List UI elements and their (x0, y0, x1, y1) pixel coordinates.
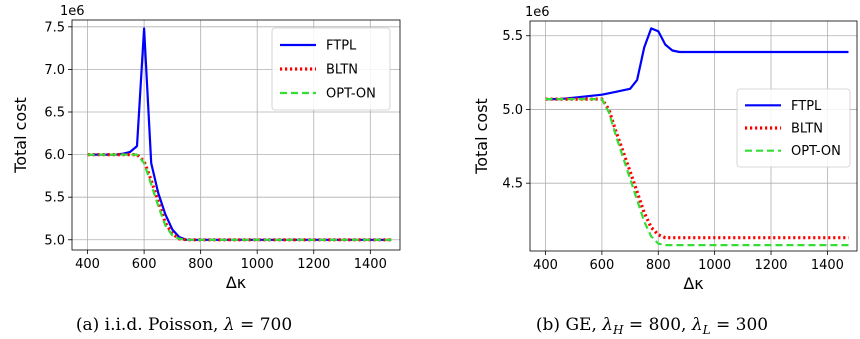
y-tick-label: 7.0 (44, 63, 65, 78)
x-tick-label: 1000 (698, 258, 731, 273)
subplot-a: 400 600 800 1000 1200 1400 5.0 5.5 6.0 6.5 7.0 7.51… (11, 4, 401, 292)
y-tick-label: 5.5 (502, 29, 523, 44)
caption-b: (b) GE, λH = 800, λL = 300 (536, 315, 768, 337)
y-tick-label: 7.5 (44, 20, 65, 35)
x-axis-label: Δκ (226, 273, 247, 292)
legend-label-bltn: BLTN (326, 63, 358, 78)
legend-label-opt-on: OPT-ON (326, 87, 376, 102)
legend-box (736, 88, 851, 168)
y-tick-label: 6.0 (44, 148, 65, 163)
y-tick-label: 6.5 (44, 106, 65, 121)
legend-label-opt-on: OPT-ON (791, 144, 841, 159)
x-tick-label: 800 (646, 258, 671, 273)
x-tick-label: 1200 (754, 258, 787, 273)
plot-frame (71, 19, 401, 251)
x-tick-label: 600 (132, 257, 157, 272)
x-tick-label: 600 (589, 258, 614, 273)
x-tick-label: 800 (188, 257, 213, 272)
y-axis-label: Total cost (472, 98, 491, 175)
y-offset-text: 1e6 (60, 4, 85, 19)
legend-label-ftpl: FTPL (326, 39, 357, 54)
x-tick-label: 1000 (241, 257, 274, 272)
legend-box (271, 27, 391, 111)
x-tick-label: 1200 (297, 257, 330, 272)
y-offset-text: 1e6 (525, 5, 550, 20)
legend: FTPL BLTN OPT-ON (271, 27, 391, 111)
legend: FTPL BLTN OPT-ON (736, 88, 851, 168)
x-tick-label: 400 (533, 258, 558, 273)
y-axis-label: Total cost (11, 97, 30, 174)
series-line-ftpl (545, 27, 849, 101)
y-tick-label: 5.0 (502, 103, 523, 118)
series-line-opt-on (87, 153, 392, 241)
y-tick-label: 5.0 (44, 233, 65, 248)
series-line-opt-on (545, 97, 849, 247)
legend-label-ftpl: FTPL (791, 99, 822, 114)
caption-a: (a) i.i.d. Poisson, λ = 700 (76, 315, 292, 335)
y-tick-label: 4.5 (502, 177, 523, 192)
x-tick-label: 1400 (354, 257, 387, 272)
y-tick-label: 5.5 (44, 191, 65, 206)
x-tick-label: 1400 (811, 258, 844, 273)
plot-frame (529, 20, 858, 252)
legend-label-bltn: BLTN (791, 122, 823, 137)
x-axis-label: Δκ (683, 274, 704, 293)
x-tick-label: 400 (75, 257, 100, 272)
